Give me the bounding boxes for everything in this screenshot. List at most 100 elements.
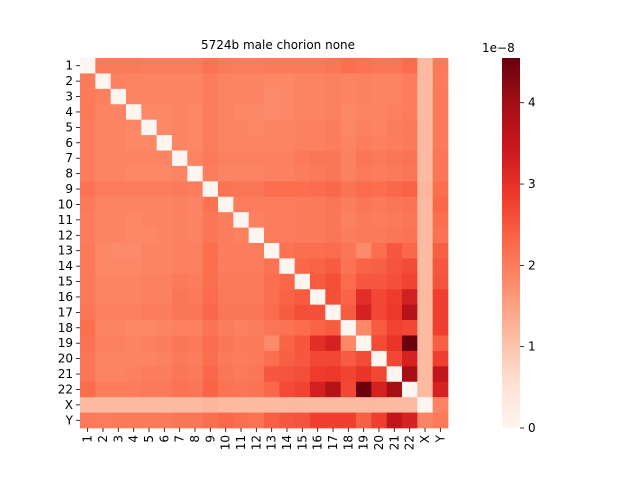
heatmap-cell-8-7 [172, 165, 188, 182]
heatmap-cell-17-16 [310, 304, 326, 321]
heatmap-cell-9-16 [310, 181, 326, 198]
heatmap-cell-17-X [417, 304, 434, 321]
heatmap-cell-22-13 [264, 381, 280, 398]
heatmap-cell-18-18 [340, 320, 357, 336]
heatmap-cell-X-22 [402, 397, 418, 413]
y-tick-label: Y [65, 413, 74, 427]
heatmap-cell-11-7 [172, 212, 188, 228]
heatmap-cell-12-11 [233, 227, 250, 244]
heatmap-cell-17-4 [126, 304, 142, 321]
heatmap-cell-1-6 [156, 58, 173, 74]
y-tick-label: 18 [58, 321, 73, 335]
heatmap-cell-19-21 [386, 335, 403, 352]
heatmap-cell-16-2 [95, 289, 112, 306]
heatmap-cell-5-13 [264, 119, 280, 136]
heatmap-cell-7-21 [386, 150, 403, 167]
heatmap-cell-16-19 [356, 289, 372, 306]
heatmap-cell-20-17 [325, 350, 342, 367]
heatmap-cell-6-11 [233, 135, 250, 151]
heatmap-cell-Y-12 [248, 412, 265, 429]
heatmap-cell-14-21 [386, 258, 403, 275]
heatmap-cell-1-X [417, 58, 434, 74]
heatmap-cell-8-22 [402, 165, 418, 182]
heatmap-cell-3-5 [141, 88, 158, 105]
heatmap-cell-3-14 [279, 88, 296, 105]
heatmap-cell-20-11 [233, 350, 250, 367]
heatmap-cell-12-14 [279, 227, 296, 244]
heatmap-cell-8-Y [432, 165, 449, 182]
heatmap-cell-19-19 [356, 335, 372, 352]
heatmap-cell-16-21 [386, 289, 403, 306]
heatmap-cell-11-1 [80, 212, 96, 228]
heatmap-cell-1-14 [279, 58, 296, 74]
y-tick-label: 15 [58, 275, 73, 289]
heatmap-cell-9-5 [141, 181, 158, 198]
heatmap-cell-10-11 [233, 196, 250, 213]
x-tick-label: 20 [372, 435, 386, 450]
heatmap-cell-12-6 [156, 227, 173, 244]
heatmap-cell-3-8 [187, 88, 204, 105]
heatmap-cell-19-9 [202, 335, 219, 352]
heatmap-cell-15-2 [95, 273, 112, 290]
heatmap-cell-5-19 [356, 119, 372, 136]
heatmap-cell-Y-1 [80, 412, 96, 429]
heatmap-cell-17-3 [110, 304, 127, 321]
heatmap-cell-13-20 [371, 243, 388, 259]
heatmap-cell-Y-2 [95, 412, 112, 429]
heatmap-cell-4-8 [187, 104, 204, 121]
heatmap-cell-15-8 [187, 273, 204, 290]
heatmap-cell-2-21 [386, 73, 403, 90]
heatmap-cell-6-16 [310, 135, 326, 151]
heatmap-cell-16-14 [279, 289, 296, 306]
heatmap-cell-17-10 [218, 304, 234, 321]
heatmap-cell-8-4 [126, 165, 142, 182]
heatmap-cell-15-16 [310, 273, 326, 290]
heatmap-cell-Y-10 [218, 412, 234, 429]
heatmap-cell-1-16 [310, 58, 326, 74]
heatmap-cell-4-6 [156, 104, 173, 121]
heatmap-cell-X-3 [110, 397, 127, 413]
heatmap-cell-19-5 [141, 335, 158, 352]
heatmap-cell-21-2 [95, 366, 112, 383]
heatmap-cell-11-15 [294, 212, 311, 228]
heatmap-cell-19-4 [126, 335, 142, 352]
heatmap-cell-8-8 [187, 165, 204, 182]
heatmap-cell-20-Y [432, 350, 449, 367]
heatmap-cell-18-21 [386, 320, 403, 336]
heatmap-cell-8-2 [95, 165, 112, 182]
heatmap-cell-16-13 [264, 289, 280, 306]
heatmap-cell-11-18 [340, 212, 357, 228]
heatmap-cell-X-18 [340, 397, 357, 413]
heatmap-cell-22-3 [110, 381, 127, 398]
heatmap-cell-1-15 [294, 58, 311, 74]
heatmap-cell-19-Y [432, 335, 449, 352]
heatmap-cell-6-3 [110, 135, 127, 151]
heatmap-cell-18-22 [402, 320, 418, 336]
heatmap-cell-X-19 [356, 397, 372, 413]
x-tick-label: 5 [142, 435, 156, 443]
heatmap-cell-9-2 [95, 181, 112, 198]
heatmap-cell-1-13 [264, 58, 280, 74]
heatmap-cell-1-Y [432, 58, 449, 74]
heatmap-cell-14-3 [110, 258, 127, 275]
heatmap-cell-22-Y [432, 381, 449, 398]
heatmap-cell-4-12 [248, 104, 265, 121]
heatmap-cell-13-15 [294, 243, 311, 259]
heatmap-cell-7-2 [95, 150, 112, 167]
x-tick-label: 1 [81, 435, 95, 443]
heatmap-cell-15-20 [371, 273, 388, 290]
heatmap-cell-8-6 [156, 165, 173, 182]
heatmap-cell-13-16 [310, 243, 326, 259]
heatmap-cell-1-9 [202, 58, 219, 74]
heatmap-cell-15-6 [156, 273, 173, 290]
heatmap-cell-22-2 [95, 381, 112, 398]
heatmap-cell-7-14 [279, 150, 296, 167]
heatmap-cell-19-14 [279, 335, 296, 352]
heatmap-cell-13-3 [110, 243, 127, 259]
heatmap-cell-13-7 [172, 243, 188, 259]
heatmap-cell-X-14 [279, 397, 296, 413]
heatmap-cell-19-16 [310, 335, 326, 352]
heatmap-cell-22-9 [202, 381, 219, 398]
heatmap-cell-15-3 [110, 273, 127, 290]
heatmap-cell-1-7 [172, 58, 188, 74]
